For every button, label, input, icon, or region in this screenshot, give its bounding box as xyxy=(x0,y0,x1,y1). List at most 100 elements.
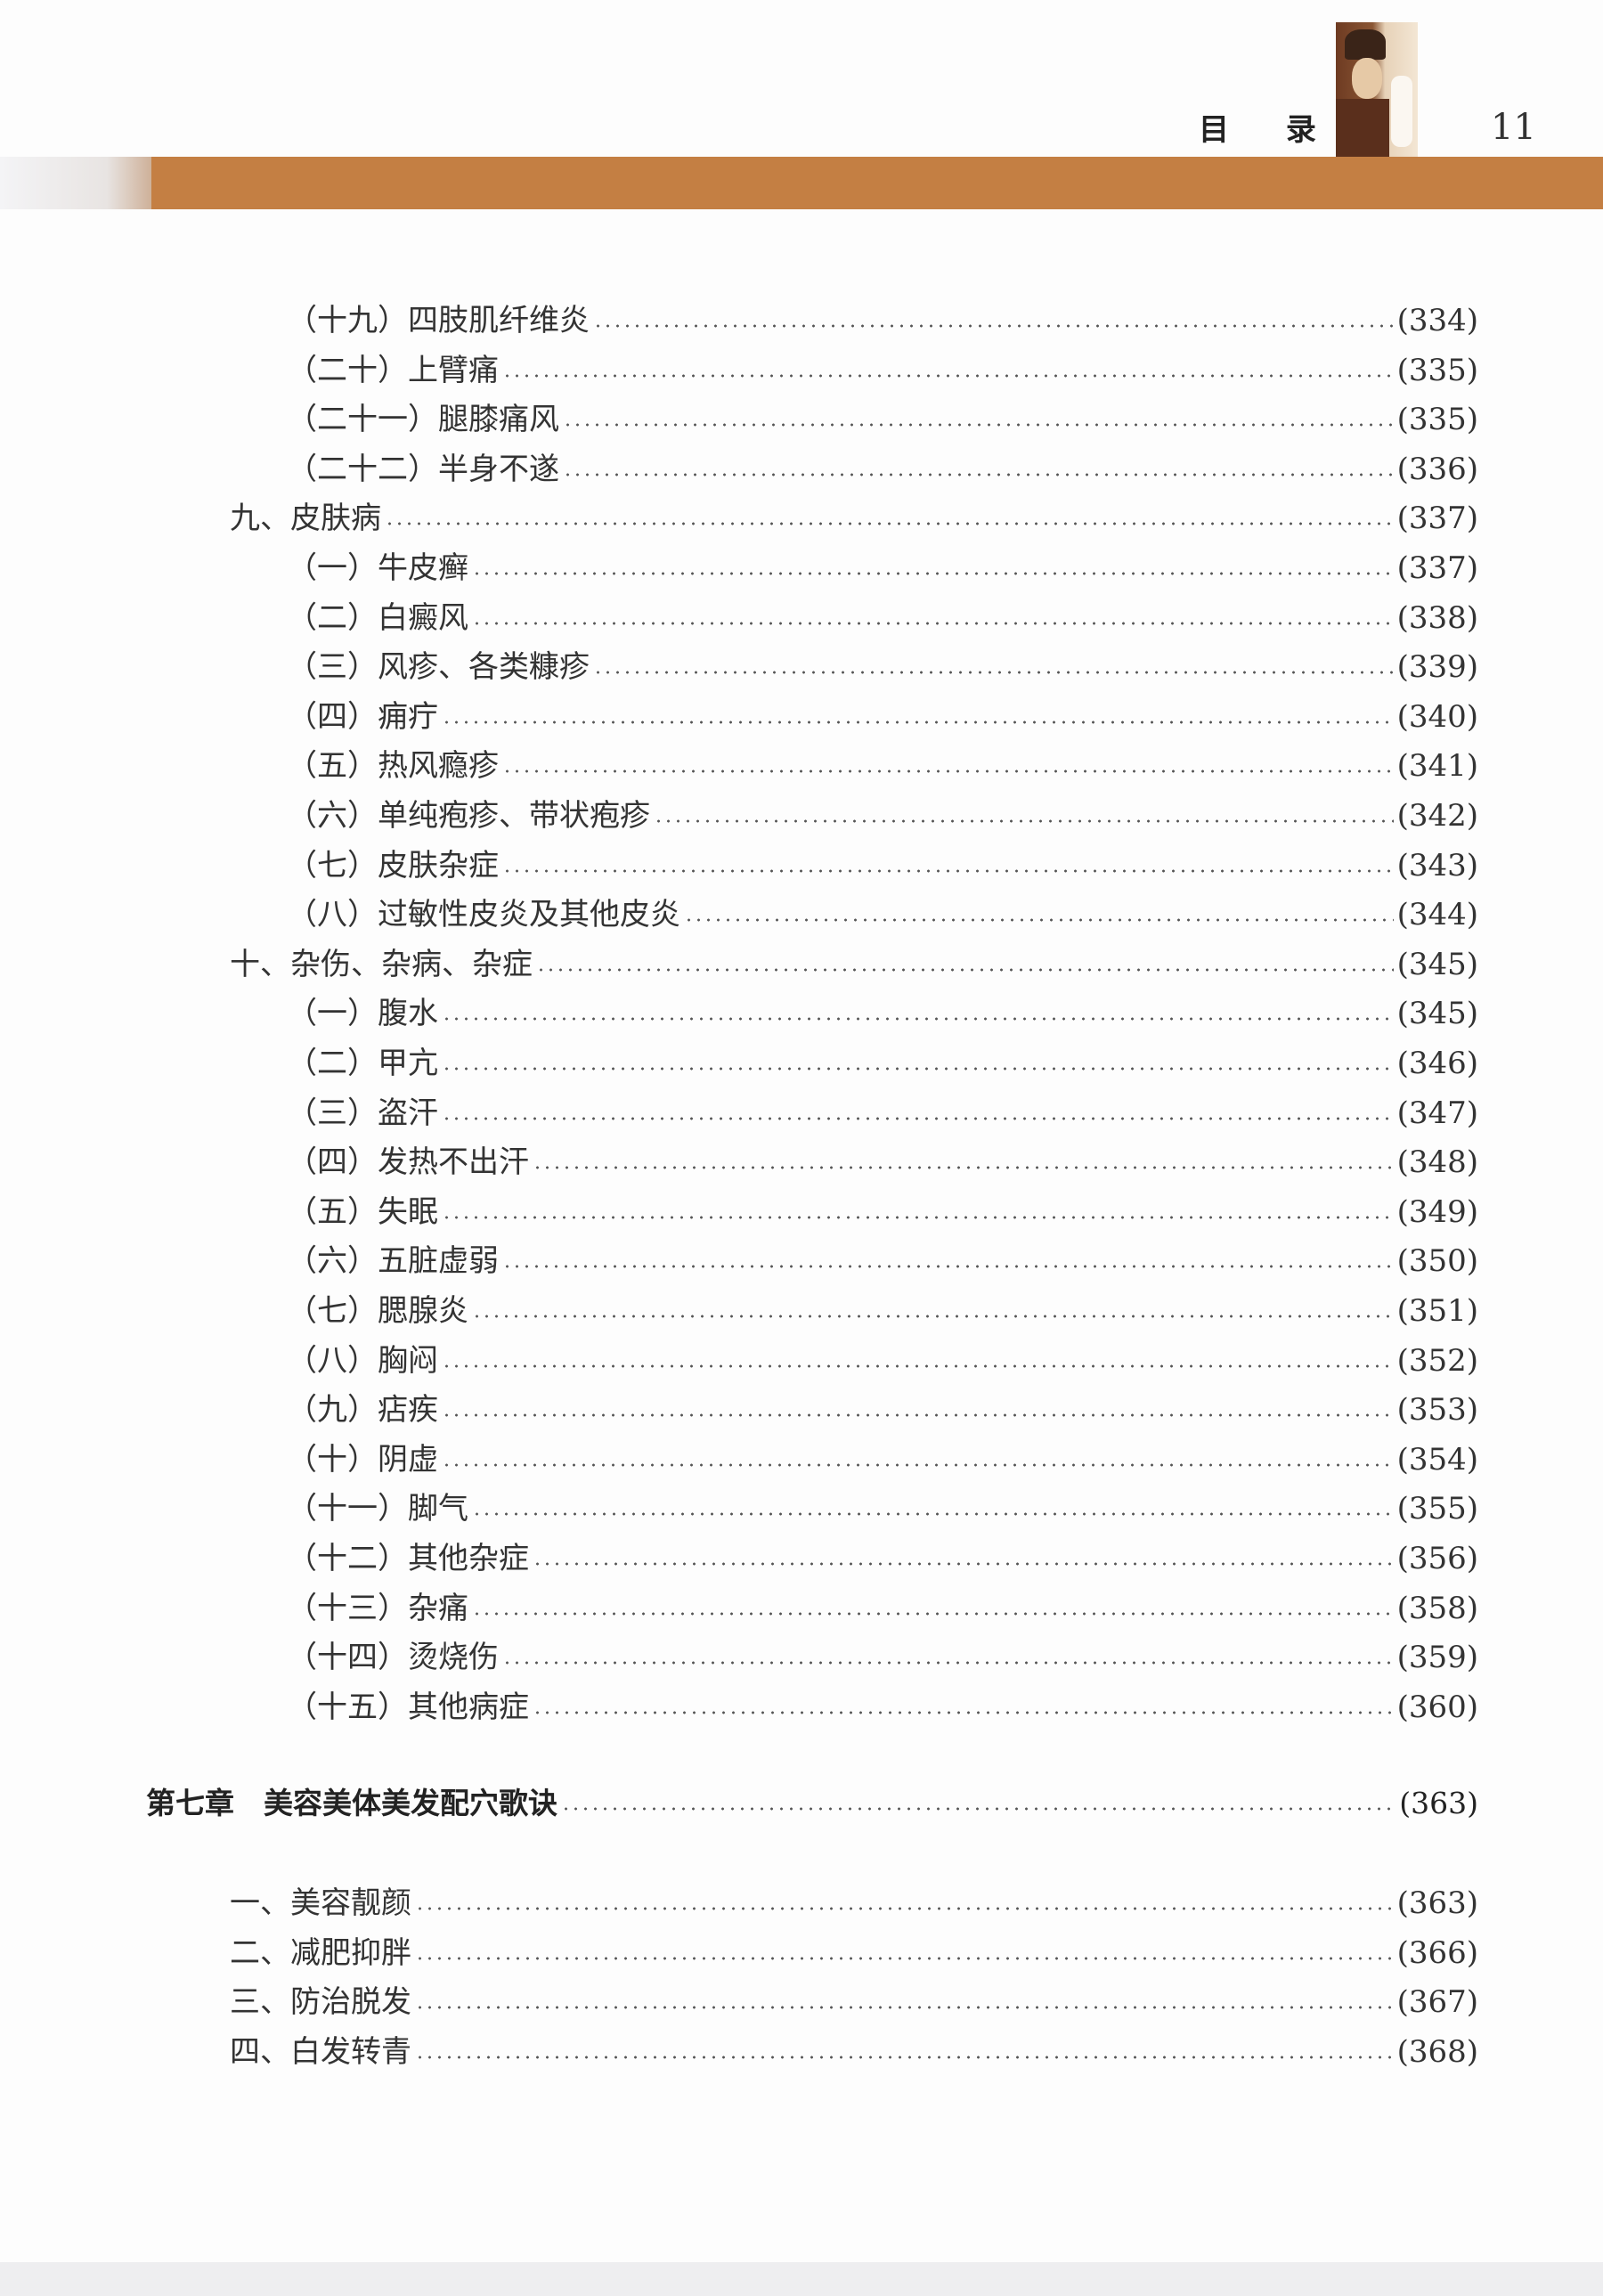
toc-subsection-entry[interactable]: （三）风疹、各类糠疹 (339) xyxy=(287,647,1478,688)
toc-entry-page: (356) xyxy=(1396,1541,1478,1576)
toc-subsection-entry[interactable]: （六）五脏虚弱 (350) xyxy=(287,1241,1478,1282)
toc-entry-label: 第七章 美容美体美发配穴歌诀 xyxy=(146,1786,557,1820)
toc-entry-page: (351) xyxy=(1396,1293,1478,1329)
toc-entry-page: (341) xyxy=(1396,748,1478,785)
toc-entry-label: （二十一）腿膝痛风 xyxy=(287,402,559,438)
toc-subsection-entry[interactable]: （十四）烫烧伤 (359) xyxy=(287,1637,1478,1678)
toc-subsection-entry[interactable]: （十九）四肢肌纤维炎 (334) xyxy=(287,300,1478,341)
toc-subsection-entry[interactable]: （六）单纯疱疹、带状疱疹 (342) xyxy=(287,795,1478,836)
toc-subsection-entry[interactable]: （九）痁疾 (353) xyxy=(287,1389,1478,1430)
dot-leader xyxy=(561,1807,1396,1811)
toc-subsection-entry[interactable]: （一）牛皮癣 (337) xyxy=(287,548,1478,589)
toc-subsection-entry[interactable]: （八）胸闷 (352) xyxy=(287,1340,1478,1381)
page-number: 11 xyxy=(1491,107,1536,148)
dot-leader xyxy=(502,868,1394,873)
dot-leader xyxy=(442,1017,1394,1022)
toc-subsection-entry[interactable]: （二）甲亢 (346) xyxy=(287,1043,1478,1084)
header-band xyxy=(151,157,1603,209)
toc-entry-label: （十一）脚气 xyxy=(287,1491,468,1527)
dot-leader xyxy=(593,671,1394,675)
toc-entry-label: （五）热风瘾疹 xyxy=(287,748,499,785)
toc-subsection-entry[interactable]: （五）热风瘾疹 (341) xyxy=(287,745,1478,786)
toc-subsection-entry[interactable]: （二十二）半身不遂 (336) xyxy=(287,449,1478,490)
toc-entry-label: （八）过敏性皮炎及其他皮炎 xyxy=(287,897,680,933)
toc-entry-label: 三、防治脱发 xyxy=(230,1984,411,2020)
toc-subsection-entry[interactable]: （十）阴虚 (354) xyxy=(287,1439,1478,1480)
toc-subsection-entry[interactable]: （一）腹水 (345) xyxy=(287,993,1478,1034)
dot-leader xyxy=(533,1562,1394,1566)
toc-subsection-entry[interactable]: （四）痈疔 (340) xyxy=(287,696,1478,737)
toc-entry-page: (347) xyxy=(1396,1095,1478,1131)
dot-leader xyxy=(472,572,1394,575)
toc-entry-label: （七）腮腺炎 xyxy=(287,1293,468,1329)
dot-leader xyxy=(385,522,1394,526)
toc-entry-page: (352) xyxy=(1396,1342,1478,1379)
toc-subsection-entry[interactable]: （五）失眠 (349) xyxy=(287,1192,1478,1233)
dot-leader xyxy=(442,1413,1394,1418)
toc-entry-page: (338) xyxy=(1396,599,1478,636)
toc-entry-label: （四）发热不出汗 xyxy=(287,1144,529,1181)
toc-subsection-entry[interactable]: （七）皮肤杂症 (343) xyxy=(287,845,1478,886)
toc-subsection-entry[interactable]: （十三）杂痛 (358) xyxy=(287,1588,1478,1629)
toc-entry-page: (368) xyxy=(1396,2033,1478,2070)
dot-leader xyxy=(684,918,1394,923)
toc-subsection-entry[interactable]: （三）盗汗 (347) xyxy=(287,1093,1478,1134)
dot-leader xyxy=(502,769,1394,774)
toc-entry-page: (363) xyxy=(1396,1885,1478,1921)
toc-subsection-entry[interactable]: （十一）脚气 (355) xyxy=(287,1488,1478,1529)
toc-entry-label: （十九）四肢肌纤维炎 xyxy=(287,303,590,338)
toc-subsection-entry[interactable]: （十五）其他病症 (360) xyxy=(287,1687,1478,1728)
toc-entry-label: 四、白发转青 xyxy=(230,2033,411,2070)
toc-entry-label: （三）盗汗 xyxy=(287,1095,438,1131)
dot-leader xyxy=(654,819,1394,823)
toc-entry-page: (359) xyxy=(1396,1640,1478,1676)
toc-section-entry[interactable]: 一、美容靓颜 (363) xyxy=(230,1883,1478,1924)
toc-section-entry[interactable]: 二、减肥抑胖 (366) xyxy=(230,1933,1478,1974)
dot-leader xyxy=(502,1661,1394,1665)
dot-leader xyxy=(442,1462,1394,1467)
toc-entry-page: (367) xyxy=(1396,1984,1478,2020)
dot-leader xyxy=(593,324,1394,328)
toc-entry-page: (349) xyxy=(1396,1193,1478,1230)
toc-subsection-entry[interactable]: （八）过敏性皮炎及其他皮炎 (344) xyxy=(287,894,1478,935)
toc-entry-label: （二十二）半身不遂 xyxy=(287,451,559,487)
toc-section-entry[interactable]: 四、白发转青 (368) xyxy=(230,2031,1478,2072)
dot-leader xyxy=(415,2055,1394,2059)
dot-leader xyxy=(502,1265,1394,1269)
dot-leader xyxy=(533,1166,1394,1170)
toc-section-entry[interactable]: 十、杂伤、杂病、杂症 (345) xyxy=(230,944,1478,985)
toc-section-entry[interactable]: 三、防治脱发 (367) xyxy=(230,1982,1478,2023)
toc-entry-page: (334) xyxy=(1396,303,1478,338)
toc-subsection-entry[interactable]: （十二）其他杂症 (356) xyxy=(287,1538,1478,1579)
toc-entry-page: (346) xyxy=(1396,1046,1478,1081)
toc-entry-label: （十二）其他杂症 xyxy=(287,1541,529,1576)
toc-entry-label: （一）腹水 xyxy=(287,996,438,1032)
toc-entry-label: 十、杂伤、杂病、杂症 xyxy=(230,946,533,982)
toc-entry-page: (335) xyxy=(1396,402,1478,438)
toc-entry-page: (355) xyxy=(1396,1491,1478,1527)
toc-subsection-entry[interactable]: （二十一）腿膝痛风 (335) xyxy=(287,399,1478,440)
toc-entry-page: (344) xyxy=(1396,897,1478,933)
toc-entry-label: （十五）其他病症 xyxy=(287,1689,529,1725)
toc-entry-page: (340) xyxy=(1396,698,1478,735)
toc-subsection-entry[interactable]: （七）腮腺炎 (351) xyxy=(287,1290,1478,1331)
toc-entry-label: （十四）烫烧伤 xyxy=(287,1640,499,1676)
toc-subsection-entry[interactable]: （二）白癜风 (338) xyxy=(287,598,1478,639)
page-bottom-edge xyxy=(0,2262,1603,2296)
toc-entry-page: (335) xyxy=(1396,352,1478,388)
toc-subsection-entry[interactable]: （二十）上臂痛 (335) xyxy=(287,350,1478,391)
dot-leader xyxy=(472,1611,1394,1616)
toc-entry-label: （十）阴虚 xyxy=(287,1441,438,1478)
toc-entry-label: （十三）杂痛 xyxy=(287,1590,468,1626)
toc-section-entry[interactable]: 九、皮肤病 (337) xyxy=(230,498,1478,539)
toc-entry-page: (358) xyxy=(1396,1590,1478,1626)
toc-subsection-entry[interactable]: （四）发热不出汗 (348) xyxy=(287,1142,1478,1183)
toc-entry-page: (366) xyxy=(1396,1934,1478,1971)
toc-entry-page: (345) xyxy=(1396,996,1478,1032)
toc-entry-label: （六）单纯疱疹、带状疱疹 xyxy=(287,798,650,834)
toc-chapter-entry[interactable]: 第七章 美容美体美发配穴歌诀 (363) xyxy=(146,1783,1478,1824)
dot-leader xyxy=(502,373,1394,378)
header-portrait-image xyxy=(1336,22,1418,157)
dot-leader xyxy=(442,1364,1394,1368)
toc-entry-label: （七）皮肤杂症 xyxy=(287,847,499,883)
